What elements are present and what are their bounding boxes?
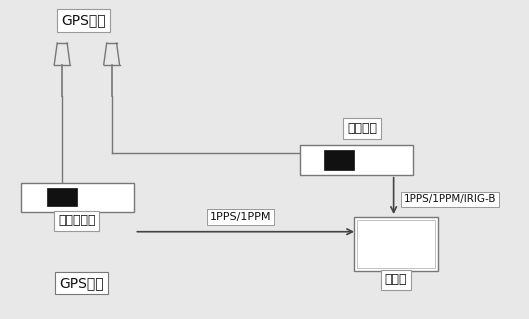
Bar (354, 217, 438, 271)
Text: GPS天线: GPS天线 (60, 276, 104, 290)
Text: 示波仪: 示波仪 (385, 273, 407, 286)
Text: 标准主时钟: 标准主时钟 (58, 214, 96, 227)
Text: 1PPS/1PPM: 1PPS/1PPM (209, 212, 271, 222)
Text: 1PPS/1PPM/IRIG-B: 1PPS/1PPM/IRIG-B (404, 194, 496, 204)
Bar (47, 189, 77, 206)
Bar (324, 150, 354, 170)
Bar (21, 182, 134, 212)
Bar (299, 145, 414, 175)
Bar (357, 220, 435, 268)
Text: GPS天线: GPS天线 (61, 13, 106, 27)
Text: 被测时钟: 被测时钟 (347, 122, 377, 135)
